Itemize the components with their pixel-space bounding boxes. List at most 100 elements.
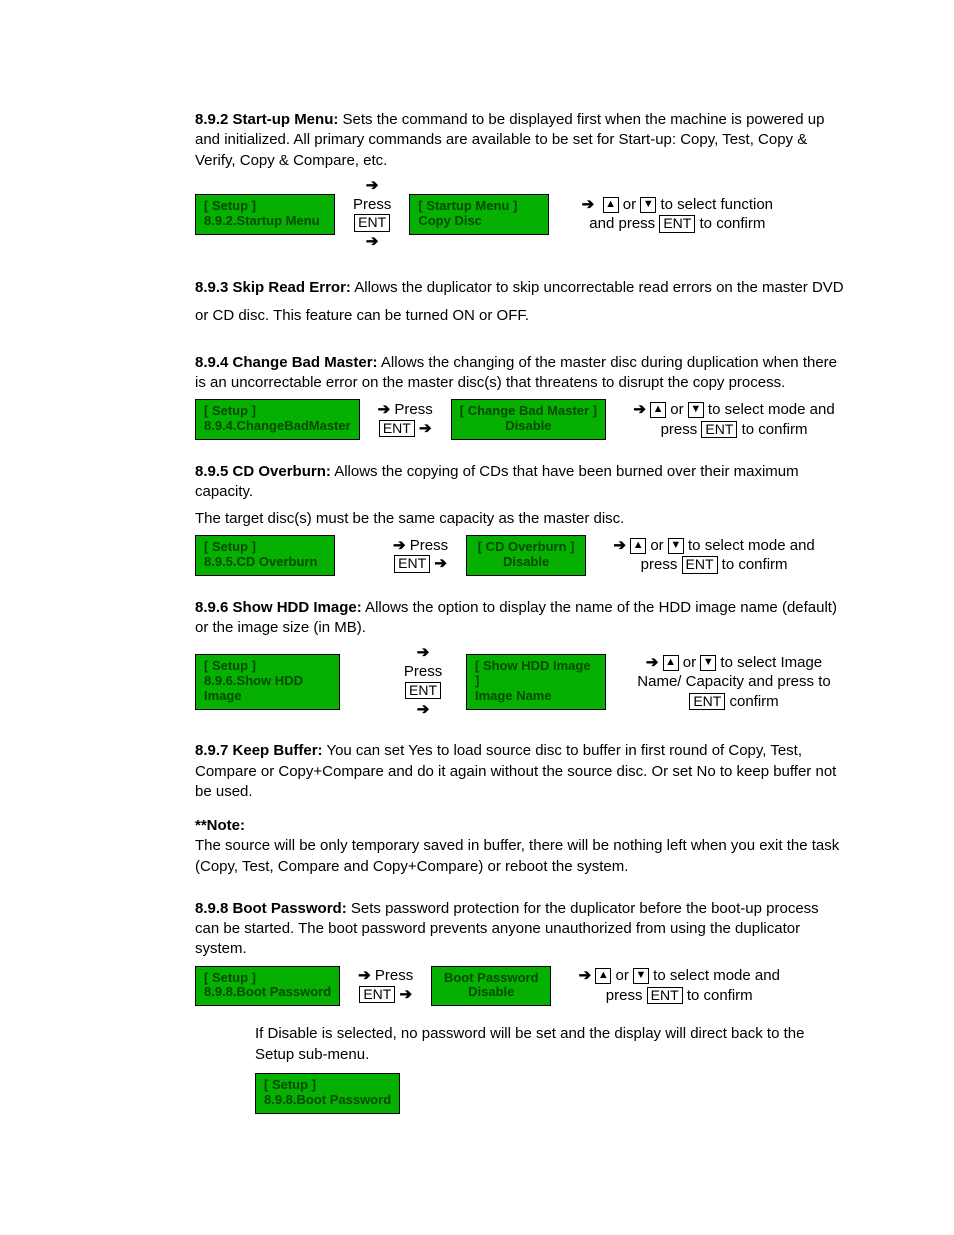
note-heading: **Note:	[195, 816, 844, 836]
ent-key: ENT	[379, 420, 415, 437]
paragraph: 8.9.7 Keep Buffer: You can set Yes to lo…	[195, 741, 844, 802]
step-press-ent: ➔ Press ENT ➔	[398, 644, 448, 719]
arrow-icon: ➔	[633, 401, 646, 418]
lcd-screen: [ Setup ] 8.9.6.Show HDD Image	[195, 654, 340, 710]
section-heading: 8.9.5 CD Overburn:	[195, 463, 331, 480]
press-label: Press	[353, 196, 391, 213]
lcd-screen: [ Startup Menu ] Copy Disc	[409, 194, 549, 235]
arrow-icon: ➔	[417, 644, 430, 661]
ent-key: ENT	[701, 421, 737, 438]
lcd-line: Disable	[460, 419, 597, 434]
result-text: ➔ ▲ or ▼ to select mode and press ENT to…	[624, 400, 844, 439]
arrow-icon: ➔	[419, 420, 432, 437]
lcd-line: 8.9.6.Show HDD Image	[204, 674, 331, 704]
flow-row: [ Setup ] 8.9.6.Show HDD Image ➔ Press E…	[195, 644, 844, 719]
result-b: to confirm	[737, 421, 807, 438]
section-898: 8.9.8 Boot Password: Sets password prote…	[195, 899, 844, 1114]
press-label: Press	[371, 967, 414, 984]
paragraph: The target disc(s) must be the same capa…	[195, 509, 844, 529]
press-label: Press	[406, 537, 449, 554]
up-icon: ▲	[650, 402, 666, 418]
down-icon: ▼	[700, 655, 716, 671]
or-label: or	[666, 401, 688, 418]
arrow-icon: ➔	[400, 986, 413, 1003]
press-label: Press	[390, 401, 433, 418]
section-893: 8.9.3 Skip Read Error: Allows the duplic…	[195, 274, 844, 331]
lcd-screen: Boot Password Disable	[431, 966, 551, 1007]
lcd-screen: [ Setup ] 8.9.4.ChangeBadMaster	[195, 399, 360, 440]
up-icon: ▲	[663, 655, 679, 671]
or-label: or	[619, 196, 641, 213]
arrow-icon: ➔	[579, 967, 592, 984]
result-b: to confirm	[718, 556, 788, 573]
down-icon: ▼	[688, 402, 704, 418]
lcd-screen: [ Setup ] 8.9.2.Startup Menu	[195, 194, 335, 235]
lcd-line: [ CD Overburn ]	[475, 540, 577, 555]
down-icon: ▼	[633, 968, 649, 984]
ent-key: ENT	[647, 987, 683, 1004]
lcd-line: Copy Disc	[418, 214, 540, 229]
flow-row: [ Setup ] 8.9.8.Boot Password ➔ Press EN…	[195, 966, 844, 1007]
ent-key: ENT	[394, 555, 430, 572]
up-icon: ▲	[595, 968, 611, 984]
lcd-line: Image Name	[475, 689, 597, 704]
lcd-line: Disable	[475, 555, 577, 570]
arrow-icon: ➔	[393, 537, 406, 554]
tail-lcd-wrap: [ Setup ] 8.9.8.Boot Password	[255, 1073, 844, 1114]
section-heading: 8.9.3 Skip Read Error:	[195, 279, 351, 296]
arrow-icon: ➔	[582, 196, 595, 213]
down-icon: ▼	[640, 197, 656, 213]
down-icon: ▼	[668, 538, 684, 554]
paragraph: 8.9.5 CD Overburn: Allows the copying of…	[195, 462, 844, 503]
step-press-ent: ➔ Press ENT ➔	[393, 537, 448, 575]
section-heading: 8.9.6 Show HDD Image:	[195, 599, 362, 616]
press-label: Press	[404, 663, 442, 680]
result-text: ➔ ▲ or ▼ to select Image Name/ Capacity …	[624, 653, 844, 712]
result-text: ➔ ▲ or ▼ to select function and press EN…	[567, 195, 787, 234]
ent-key: ENT	[682, 556, 718, 573]
result-text: ➔ ▲ or ▼ to select mode and press ENT to…	[604, 536, 824, 575]
flow-row: [ Setup ] 8.9.5.CD Overburn ➔ Press ENT …	[195, 535, 844, 576]
flow-row: [ Setup ] 8.9.2.Startup Menu ➔ Press ENT…	[195, 177, 844, 252]
lcd-line: 8.9.8.Boot Password	[264, 1093, 391, 1108]
up-icon: ▲	[630, 538, 646, 554]
lcd-line: [ Setup ]	[264, 1078, 391, 1093]
lcd-line: [ Setup ]	[204, 540, 326, 555]
ent-key: ENT	[659, 215, 695, 232]
flow-row: [ Setup ] 8.9.4.ChangeBadMaster ➔ Press …	[195, 399, 844, 440]
ent-key: ENT	[354, 214, 390, 231]
result-b: to confirm	[683, 987, 753, 1004]
paragraph: 8.9.8 Boot Password: Sets password prote…	[195, 899, 844, 960]
section-892: 8.9.2 Start-up Menu: Sets the command to…	[195, 110, 844, 252]
paragraph: 8.9.4 Change Bad Master: Allows the chan…	[195, 353, 844, 394]
arrow-icon: ➔	[366, 177, 379, 194]
paragraph: 8.9.3 Skip Read Error: Allows the duplic…	[195, 274, 844, 331]
lcd-line: [ Setup ]	[204, 971, 331, 986]
or-label: or	[679, 654, 701, 671]
arrow-icon: ➔	[434, 555, 447, 572]
arrow-icon: ➔	[378, 401, 391, 418]
arrow-icon: ➔	[358, 967, 371, 984]
lcd-screen: [ Setup ] 8.9.5.CD Overburn	[195, 535, 335, 576]
result-b: to confirm	[695, 215, 765, 232]
arrow-icon: ➔	[417, 701, 430, 718]
section-895: 8.9.5 CD Overburn: Allows the copying of…	[195, 462, 844, 576]
step-press-ent: ➔ Press ENT ➔	[378, 401, 433, 439]
lcd-line: 8.9.8.Boot Password	[204, 985, 331, 1000]
up-icon: ▲	[603, 197, 619, 213]
result-b: confirm	[725, 693, 778, 710]
or-label: or	[611, 967, 633, 984]
lcd-screen: [ Show HDD Image ] Image Name	[466, 654, 606, 710]
lcd-line: 8.9.2.Startup Menu	[204, 214, 326, 229]
arrow-icon: ➔	[613, 537, 626, 554]
lcd-screen: [ Setup ] 8.9.8.Boot Password	[255, 1073, 400, 1114]
lcd-line: Disable	[440, 985, 542, 1000]
lcd-screen: [ CD Overburn ] Disable	[466, 535, 586, 576]
ent-key: ENT	[405, 682, 441, 699]
lcd-line: [ Startup Menu ]	[418, 199, 540, 214]
ent-key: ENT	[359, 986, 395, 1003]
arrow-icon: ➔	[646, 654, 659, 671]
section-894: 8.9.4 Change Bad Master: Allows the chan…	[195, 353, 844, 440]
lcd-screen: [ Setup ] 8.9.8.Boot Password	[195, 966, 340, 1007]
section-heading: 8.9.7 Keep Buffer:	[195, 742, 323, 759]
